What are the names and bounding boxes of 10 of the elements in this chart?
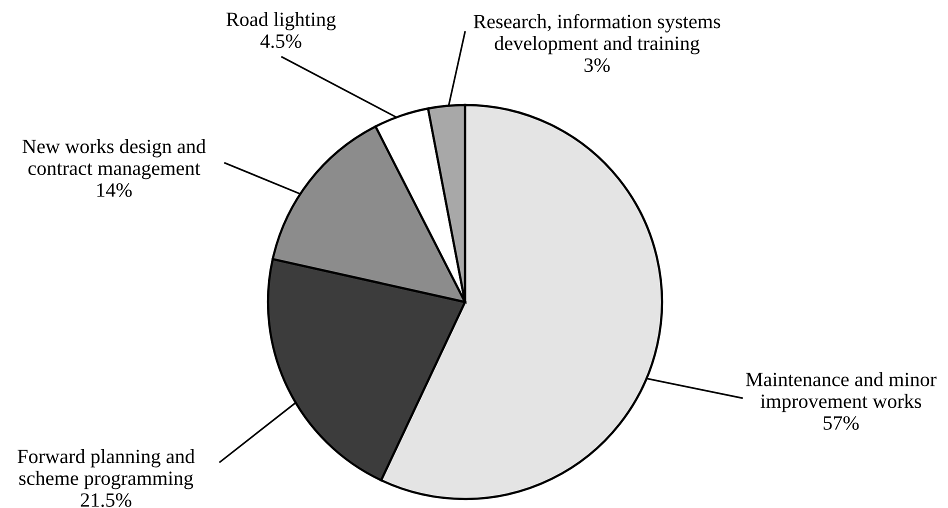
slice-label: Maintenance and minor improvement works xyxy=(746,372,936,412)
data-label: 14% xyxy=(97,183,132,197)
data-label: 4.5% xyxy=(260,34,302,48)
slice-label: Research, information systems development and training xyxy=(474,14,720,54)
slice-label: Forward planning and scheme programming xyxy=(18,449,195,490)
slice-label: Road lighting xyxy=(226,12,336,30)
data-label: 57% xyxy=(824,416,859,430)
data-label: 21.5% xyxy=(80,493,132,507)
data-label: 3% xyxy=(584,58,610,72)
slice-label: New works design and contract management xyxy=(22,139,206,180)
